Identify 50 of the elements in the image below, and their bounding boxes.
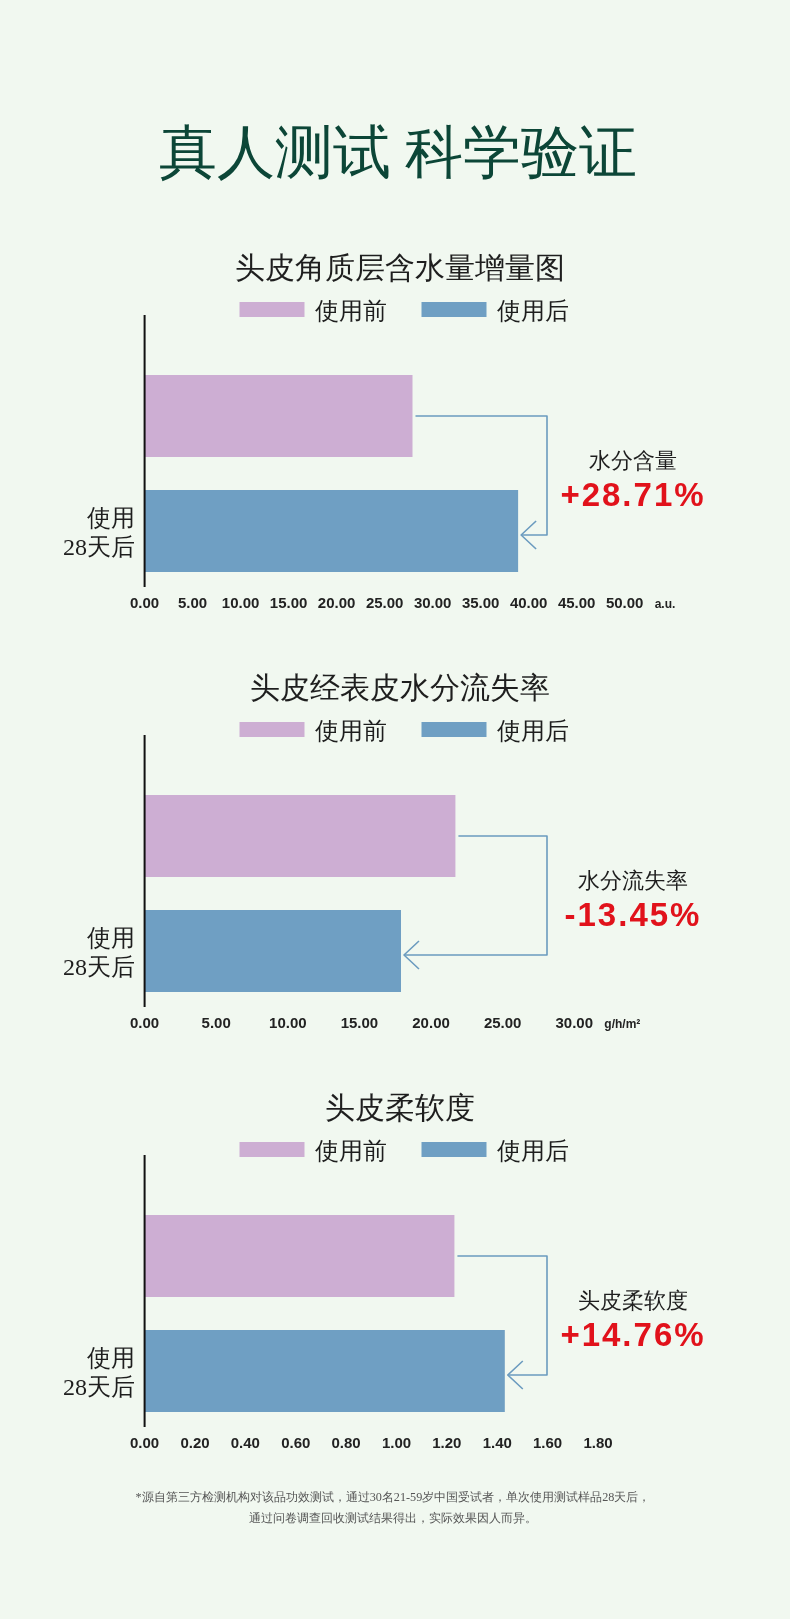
chart-title: 头皮经表皮水分流失率 [250, 671, 550, 704]
x-tick-label: 0.00 [130, 594, 160, 611]
x-tick-label: 20.00 [317, 594, 356, 611]
legend-label: 使用前 [314, 1138, 387, 1164]
y-tick-label: 使用28天后 [63, 504, 135, 560]
x-tick-label: 45.00 [557, 594, 596, 611]
x-tick-label: 25.00 [483, 1014, 522, 1031]
y-tick-label: 使用28天后 [63, 924, 135, 980]
x-tick-label: 10.00 [269, 1014, 307, 1031]
x-tick-label: 15.00 [269, 594, 308, 611]
annotation: +14.76% [560, 1316, 706, 1353]
x-tick-label: 0.00 [130, 1434, 160, 1451]
x-tick-label: 0.40 [230, 1434, 260, 1451]
x-tick-label: 0.60 [281, 1434, 311, 1451]
legend-label: 使用前 [314, 718, 387, 744]
x-tick-label: 1.40 [482, 1434, 512, 1451]
legend-label: 使用后 [496, 1138, 569, 1164]
chart-title: 头皮柔软度 [325, 1091, 475, 1124]
annotation: 水分含量 [589, 448, 677, 473]
x-tick-label: 25.00 [365, 594, 404, 611]
chart-title: 头皮角质层含水量增量图 [235, 251, 565, 284]
y-tick-label: 使用28天后 [63, 1344, 135, 1400]
x-tick-label: 10.00 [221, 594, 260, 611]
x-tick-label: 20.00 [412, 1014, 450, 1031]
text: *源自第三方检测机构对该品功效测试，通过30名21-59岁中国受试者，单次使用测试样品28天后，通过问卷调查回收测试结果得出，实际效果因人而异。 [135, 1490, 651, 1525]
x-tick-label: 5.00 [178, 594, 208, 611]
x-tick-label: 40.00 [509, 594, 548, 611]
x-tick-label: 30.00 [555, 1014, 594, 1031]
x-tick-label: 1.60 [533, 1434, 563, 1451]
x-tick-label: 0.20 [180, 1434, 210, 1451]
x-tick-label: 0.00 [130, 1014, 160, 1031]
x-tick-label: 5.00 [201, 1014, 231, 1031]
legend-label: 使用后 [496, 718, 569, 744]
annotation: +28.71% [560, 476, 706, 513]
x-tick-label: 50.00 [605, 594, 644, 611]
x-tick-label: 1.20 [432, 1434, 462, 1451]
x-tick-label: 15.00 [340, 1014, 379, 1031]
x-tick-label: 30.00 [413, 594, 452, 611]
x-axis-title: a.u. [654, 597, 676, 611]
legend-label: 使用前 [314, 298, 387, 324]
x-tick-label: 35.00 [461, 594, 500, 611]
x-tick-label: 1.80 [583, 1434, 613, 1451]
text: 真人测试 科学验证 [158, 120, 638, 185]
x-tick-label: 0.80 [331, 1434, 361, 1451]
x-axis-title: g/h/m² [604, 1017, 641, 1031]
x-tick-label: 1.00 [381, 1434, 412, 1451]
text: 水分流失率 [578, 868, 688, 893]
annotation: 头皮柔软度 [578, 1288, 688, 1313]
legend-label: 使用后 [496, 298, 569, 324]
annotation: -13.45% [564, 896, 702, 933]
